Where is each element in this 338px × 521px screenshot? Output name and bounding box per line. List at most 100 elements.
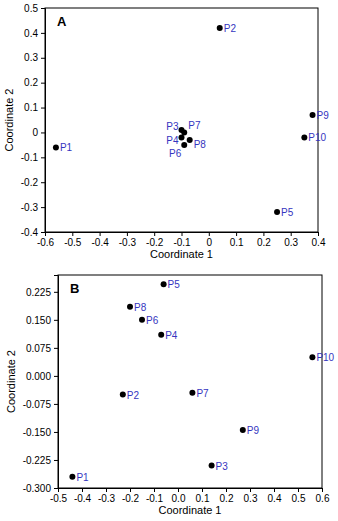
- x-tick: 0.2: [220, 488, 234, 504]
- point-labels: P1P2P3P4P5P6P7P8P9P10: [60, 23, 329, 218]
- x-tick: 0.3: [284, 232, 298, 248]
- y-tick-label: -0.4: [21, 227, 39, 238]
- y-tick-mark: [41, 182, 45, 183]
- y-axis: -0.300-0.225-0.150-0.0750.0000.0750.1500…: [23, 276, 59, 494]
- x-tick-label: 0.6: [316, 493, 330, 504]
- y-tick-mark: [41, 33, 45, 34]
- y-tick-mark: [54, 404, 58, 405]
- point: [161, 281, 167, 287]
- point-label: P5: [168, 279, 181, 290]
- y-tick-label: 0.225: [26, 287, 51, 298]
- y-tick: 0.075: [26, 343, 58, 354]
- x-tick-mark: [226, 488, 227, 492]
- x-tick: -0.2: [122, 488, 140, 504]
- y-tick-mark: [54, 292, 58, 293]
- point-label: P4: [165, 330, 178, 341]
- x-tick-label: 0.5: [292, 493, 306, 504]
- x-tick-label: 0.4: [268, 493, 282, 504]
- y-tick-label: -0.225: [23, 455, 52, 466]
- y-axis-line: [54, 276, 59, 489]
- point: [158, 332, 164, 338]
- x-tick-mark: [274, 488, 275, 492]
- points: [53, 25, 316, 215]
- y-tick-label: -0.3: [21, 202, 39, 213]
- x-tick-label: 0.2: [220, 493, 234, 504]
- plot-frame: [45, 8, 318, 232]
- x-axis: -0.5-0.4-0.3-0.2-0.10.00.10.20.30.40.50.…: [50, 488, 330, 504]
- x-axis-line: [59, 489, 323, 493]
- x-tick-mark: [154, 488, 155, 492]
- x-axis-title: Coordinate 1: [159, 504, 222, 516]
- x-tick-mark: [82, 488, 83, 492]
- y-tick: 0: [32, 127, 45, 138]
- y-tick-mark: [41, 132, 45, 133]
- y-tick: -0.150: [23, 427, 58, 438]
- y-tick-mark: [54, 348, 58, 349]
- x-axis-line: [46, 233, 319, 237]
- point: [310, 112, 316, 118]
- y-tick: 0.2: [24, 77, 45, 88]
- point: [209, 463, 215, 469]
- point: [301, 134, 307, 140]
- y-tick-mark: [54, 488, 58, 489]
- x-tick-mark: [236, 232, 237, 236]
- y-tick: -0.075: [23, 399, 58, 410]
- y-axis-title: Coordinate 2: [3, 89, 15, 152]
- x-tick: -0.3: [98, 488, 116, 504]
- x-tick-mark: [100, 232, 101, 236]
- x-tick: -0.1: [173, 232, 191, 248]
- point-label: P6: [146, 315, 159, 326]
- point-label: P5: [281, 207, 294, 218]
- point: [181, 129, 187, 135]
- x-tick: 0: [207, 232, 213, 248]
- points: [69, 281, 315, 479]
- y-tick-label: -0.075: [23, 399, 52, 410]
- x-tick-mark: [291, 232, 292, 236]
- point-label: P9: [317, 110, 330, 121]
- x-tick-label: -0.2: [146, 237, 164, 248]
- x-tick-mark: [322, 488, 323, 492]
- x-tick-label: 0.1: [230, 237, 244, 248]
- point-label: P7: [188, 120, 201, 131]
- y-tick: -0.4: [21, 227, 45, 238]
- point-label: P4: [166, 135, 179, 146]
- x-tick: 0.3: [244, 488, 258, 504]
- y-axis: -0.4-0.3-0.2-0.100.10.20.30.40.5: [21, 3, 46, 238]
- x-tick-mark: [318, 232, 319, 236]
- point-label: P6: [169, 148, 182, 159]
- y-tick: -0.3: [21, 202, 45, 213]
- x-tick-mark: [106, 488, 107, 492]
- point: [187, 137, 193, 143]
- x-tick-label: -0.1: [173, 237, 191, 248]
- y-tick-label: 0.000: [26, 371, 51, 382]
- x-tick: 0.0: [172, 488, 186, 504]
- x-tick-mark: [154, 232, 155, 236]
- panel: -0.6 -0.5 -0.4 -0.3 -0.2 -0.1 0 0.1 0.2 0.3 0.4 -0.…: [3, 3, 329, 260]
- y-tick-label: 0.5: [24, 3, 38, 14]
- y-tick-label: 0.150: [26, 315, 51, 326]
- y-tick: 0.3: [24, 52, 45, 63]
- y-tick-label: 0.1: [24, 102, 38, 113]
- x-tick-mark: [182, 232, 183, 236]
- y-axis-line: [41, 9, 46, 233]
- point: [189, 390, 195, 396]
- y-tick: 0.1: [24, 102, 45, 113]
- x-tick-label: -0.2: [122, 493, 140, 504]
- x-tick: -0.5: [50, 488, 68, 504]
- x-tick-mark: [298, 488, 299, 492]
- x-tick-label: -0.4: [74, 493, 92, 504]
- point-label: P1: [60, 142, 73, 153]
- point-label: P10: [316, 352, 334, 363]
- y-tick: 0.225: [26, 287, 58, 298]
- point: [240, 427, 246, 433]
- point-label: P8: [194, 139, 207, 150]
- x-tick-label: -0.5: [64, 237, 82, 248]
- x-tick-label: -0.3: [119, 237, 137, 248]
- y-tick-label: 0.4: [24, 28, 38, 39]
- point-label: P8: [134, 302, 147, 313]
- x-tick: -0.6: [37, 232, 55, 248]
- x-tick-label: -0.1: [146, 493, 164, 504]
- y-tick-label: -0.150: [23, 427, 52, 438]
- y-tick: 0.000: [26, 371, 58, 382]
- y-tick: -0.2: [21, 177, 45, 188]
